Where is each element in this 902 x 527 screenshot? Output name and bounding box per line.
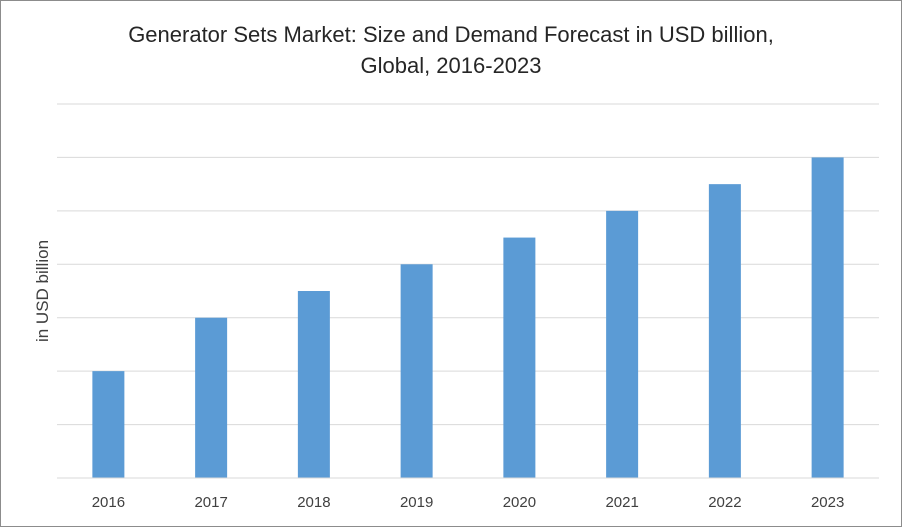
gridlines <box>57 103 879 426</box>
bars <box>92 157 844 478</box>
chart-title: Generator Sets Market: Size and Demand F… <box>1 19 901 81</box>
x-tick-label-2023: 2023 <box>811 494 844 511</box>
x-tick-label-2018: 2018 <box>297 494 330 511</box>
bar-2019 <box>400 264 433 478</box>
x-tick-label-2021: 2021 <box>605 494 638 511</box>
x-tick-label-2020: 2020 <box>503 494 536 511</box>
bar-2023 <box>811 157 844 478</box>
chart-title-line-2: Global, 2016-2023 <box>360 53 542 78</box>
x-tick-labels: 2016 2017 2018 2019 2020 2021 2022 2023 <box>92 494 845 511</box>
x-tick-label-2022: 2022 <box>708 494 741 511</box>
x-tick-label-2019: 2019 <box>400 494 433 511</box>
bar-2020 <box>503 237 536 478</box>
bar-2021 <box>606 210 639 478</box>
bar-2017 <box>195 317 228 478</box>
x-tick-label-2016: 2016 <box>92 494 125 511</box>
chart-title-line-1: Generator Sets Market: Size and Demand F… <box>128 22 774 47</box>
bar-2018 <box>297 291 330 478</box>
x-tick-label-2017: 2017 <box>194 494 227 511</box>
bar-2022 <box>708 184 741 478</box>
bar-2016 <box>92 371 125 478</box>
